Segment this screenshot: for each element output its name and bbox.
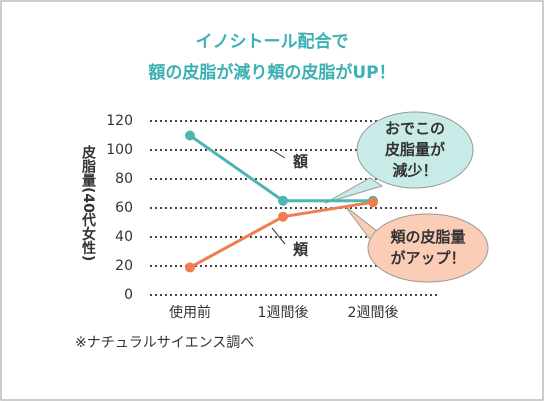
series-label: 頬: [293, 241, 309, 259]
series-label: 額: [292, 153, 308, 171]
bubble-text: 皮脂量が: [385, 141, 446, 159]
bubble-text: おでこの: [385, 120, 445, 138]
speech-bubble: [356, 111, 474, 189]
chart-title: イノシトール配合で: [196, 31, 349, 52]
y-tick-label: 40: [115, 229, 133, 245]
chart-title: 額の皮脂が減り頬の皮脂がUP！: [147, 62, 395, 83]
footnote: ※ナチュラルサイエンス調べ: [75, 335, 254, 351]
data-point: [185, 130, 195, 141]
bubble-text: 減少！: [392, 162, 437, 180]
data-point: [278, 195, 288, 206]
data-point: [185, 262, 195, 273]
x-tick-label: 2週間後: [348, 305, 399, 321]
data-point: [278, 211, 288, 222]
data-point: [368, 197, 378, 208]
y-axis-label: 皮脂量(40代女性): [80, 144, 97, 261]
x-tick-label: 使用前: [169, 304, 211, 321]
y-tick-label: 100: [106, 142, 133, 158]
x-tick-label: 1週間後: [258, 305, 309, 321]
bubble-tail: [324, 177, 384, 204]
y-tick-label: 120: [106, 113, 133, 129]
bubble-text: がアップ！: [390, 249, 465, 267]
speech-bubble: [367, 213, 489, 283]
bubble-text: 頬の皮脂量: [390, 228, 465, 246]
y-tick-label: 80: [115, 171, 133, 187]
label-leader: [271, 149, 286, 159]
y-tick-label: 0: [124, 287, 133, 303]
label-leader: [271, 227, 286, 245]
y-tick-label: 60: [115, 200, 133, 216]
y-tick-label: 20: [115, 258, 133, 274]
